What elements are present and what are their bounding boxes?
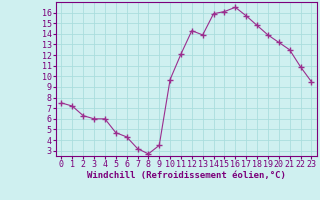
X-axis label: Windchill (Refroidissement éolien,°C): Windchill (Refroidissement éolien,°C) <box>87 171 286 180</box>
